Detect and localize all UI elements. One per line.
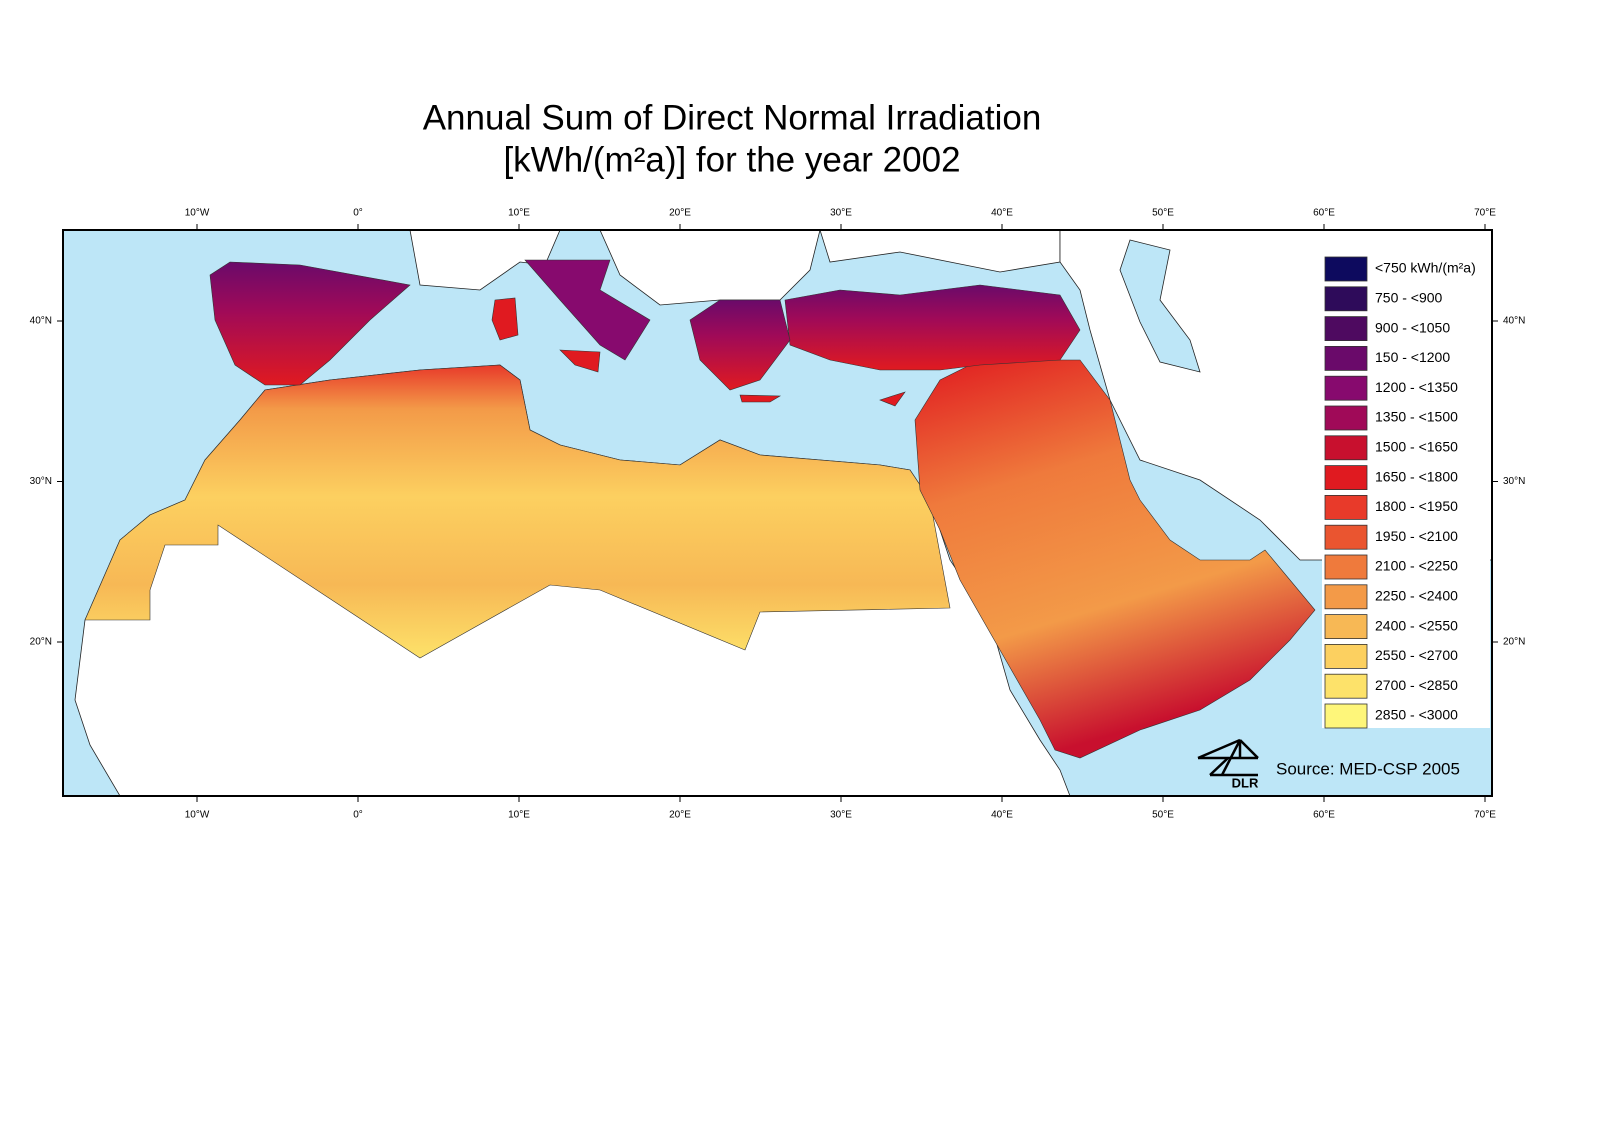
legend-label: 2100 - <2250 bbox=[1375, 558, 1458, 574]
lat-label: 30°N bbox=[1503, 476, 1525, 487]
lon-label: 30°E bbox=[830, 208, 852, 219]
legend-swatch bbox=[1324, 614, 1368, 639]
irradiation-area bbox=[491, 297, 519, 341]
legend-swatch bbox=[1324, 405, 1368, 431]
logo bbox=[1197, 738, 1259, 777]
irradiation-area bbox=[524, 259, 651, 361]
lon-label: 50°E bbox=[1152, 810, 1174, 821]
legend-swatch bbox=[1324, 286, 1368, 312]
lon-label: 10°E bbox=[508, 208, 530, 219]
lat-label: 30°N bbox=[30, 476, 52, 487]
legend-label: 1350 - <1500 bbox=[1375, 409, 1458, 425]
legend-label: 1650 - <1800 bbox=[1375, 468, 1458, 484]
legend-label: 750 - <900 bbox=[1375, 290, 1443, 306]
lon-label: 50°E bbox=[1152, 208, 1174, 219]
legend-swatch bbox=[1324, 316, 1368, 342]
legend-label: <750 kWh/(m²a) bbox=[1375, 260, 1476, 276]
lon-label: 40°E bbox=[991, 810, 1013, 821]
title-line: Annual Sum of Direct Normal Irradiation bbox=[423, 98, 1042, 137]
legend-swatch bbox=[1324, 256, 1368, 282]
irradiation-area bbox=[784, 284, 1081, 371]
legend-swatch bbox=[1324, 703, 1368, 729]
logo-mark bbox=[1197, 738, 1259, 777]
irradiation-area bbox=[559, 349, 601, 373]
legend-label: 1200 - <1350 bbox=[1375, 379, 1458, 395]
source: Source: MED-CSP 2005 bbox=[1276, 759, 1460, 778]
lat-label: 40°N bbox=[30, 316, 52, 327]
lon-label: 10°E bbox=[508, 810, 530, 821]
lon-label: 60°E bbox=[1313, 208, 1335, 219]
legend-items: <750 kWh/(m²a) 750 - <900 900 - <1050 150 -… bbox=[1324, 256, 1476, 729]
legend-swatch bbox=[1324, 465, 1368, 491]
irradiation-area bbox=[739, 394, 782, 403]
lon-label: 70°E bbox=[1474, 208, 1496, 219]
legend-swatch bbox=[1324, 644, 1368, 669]
lon-label: 60°E bbox=[1313, 810, 1335, 821]
lon-label: 20°E bbox=[669, 810, 691, 821]
legend-swatch bbox=[1324, 375, 1368, 401]
lon-label: 10°W bbox=[185, 810, 210, 821]
legend-label: 1500 - <1650 bbox=[1375, 439, 1458, 455]
legend-swatch bbox=[1324, 554, 1368, 580]
legend-label: 2250 - <2400 bbox=[1375, 588, 1458, 604]
logo-text: DLR bbox=[1232, 775, 1259, 790]
legend-label: 1800 - <1950 bbox=[1375, 498, 1458, 514]
irradiation-area bbox=[914, 359, 1316, 759]
map-area bbox=[62, 229, 1493, 797]
title-line: [kWh/(m²a)] for the year 2002 bbox=[503, 140, 960, 179]
caspian-sea bbox=[1119, 239, 1201, 373]
legend-label: 2550 - <2700 bbox=[1375, 647, 1458, 663]
legend-label: 2700 - <2850 bbox=[1375, 677, 1458, 693]
legend-label: 900 - <1050 bbox=[1375, 319, 1450, 335]
lon-label: 0° bbox=[353, 208, 363, 219]
lon-label: 20°E bbox=[669, 208, 691, 219]
graticule-labels: 10°W 10°W 0° 0° 10°E 10°E 20°E 20°E 30°E 30°E 40°E… bbox=[30, 208, 1526, 821]
legend-label: 2400 - <2550 bbox=[1375, 617, 1458, 633]
lat-label: 20°N bbox=[1503, 637, 1525, 648]
irradiation-area bbox=[689, 299, 791, 391]
legend-swatch bbox=[1324, 345, 1368, 371]
lon-label: 40°E bbox=[991, 208, 1013, 219]
legend-swatch bbox=[1324, 673, 1368, 699]
legend-label: 150 - <1200 bbox=[1375, 349, 1450, 365]
legend-swatch bbox=[1324, 584, 1368, 610]
irradiation-area bbox=[209, 261, 411, 386]
legend: <750 kWh/(m²a) 750 - <900 900 - <1050 150 -… bbox=[1322, 252, 1490, 729]
lon-label: 10°W bbox=[185, 208, 210, 219]
legend-label: 1950 - <2100 bbox=[1375, 528, 1458, 544]
map-frame bbox=[62, 229, 1493, 797]
lon-label: 30°E bbox=[830, 810, 852, 821]
lat-label: 20°N bbox=[30, 637, 52, 648]
lat-label: 40°N bbox=[1503, 316, 1525, 327]
lon-label: 0° bbox=[353, 810, 363, 821]
legend-label: 2850 - <3000 bbox=[1375, 707, 1458, 723]
lon-label: 70°E bbox=[1474, 810, 1496, 821]
legend-swatch bbox=[1324, 435, 1368, 461]
irradiation-area bbox=[879, 391, 906, 407]
legend-swatch bbox=[1324, 524, 1368, 550]
irradiation-area bbox=[84, 364, 951, 659]
legend-swatch bbox=[1324, 494, 1368, 520]
